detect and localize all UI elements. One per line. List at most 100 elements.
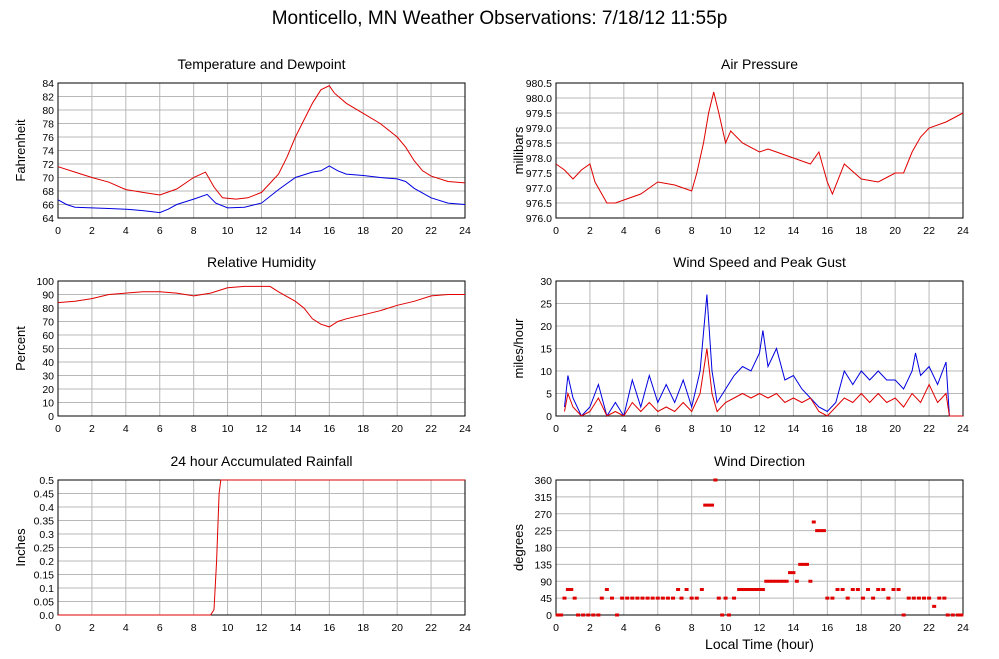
x-tick-label: 2 (587, 622, 593, 634)
y-tick-label: 225 (534, 526, 552, 538)
data-point (699, 588, 704, 591)
x-tick-label: 24 (957, 622, 969, 634)
series-line-red (57, 285, 465, 328)
data-point (808, 579, 813, 583)
data-point (767, 579, 772, 583)
data-point (737, 588, 742, 591)
data-point (881, 588, 886, 591)
data-point (945, 613, 950, 617)
y-tick-label: 270 (534, 509, 552, 521)
data-point (716, 596, 721, 600)
data-point (906, 596, 911, 600)
data-point (815, 529, 820, 533)
data-point (777, 579, 782, 583)
y-tick-label: 0.25 (34, 543, 55, 555)
y-tick-label: 0.5 (39, 475, 54, 487)
data-point (855, 588, 860, 591)
data-point (781, 579, 786, 583)
y-tick-label: 74 (42, 146, 54, 158)
x-tick-label: 10 (222, 225, 234, 237)
x-tick-label: 16 (821, 622, 833, 634)
data-point (932, 604, 937, 608)
y-tick-label: 0.3 (39, 529, 54, 541)
plot-frame (57, 82, 466, 219)
x-tick-label: 18 (357, 225, 369, 237)
x-tick-label: 8 (191, 423, 197, 435)
x-tick-label: 14 (788, 423, 800, 435)
data-point (596, 613, 601, 617)
y-tick-label: 5 (546, 389, 552, 401)
data-point (942, 596, 947, 600)
y-tick-label: 979.5 (526, 108, 552, 120)
data-point (555, 613, 560, 617)
x-tick-label: 14 (290, 622, 302, 634)
series-line-blue (564, 294, 963, 418)
y-tick-label: 80 (42, 303, 54, 315)
data-point (871, 596, 876, 600)
data-point (845, 596, 850, 600)
y-tick-label: 66 (42, 200, 54, 212)
y-tick-label: 180 (534, 543, 552, 555)
data-point (740, 588, 745, 591)
y-tick-label: 978.0 (526, 153, 552, 165)
y-tick-label: 40 (42, 357, 54, 369)
x-tick-label: 24 (957, 423, 969, 435)
y-tick-label: 980.5 (526, 78, 552, 90)
x-tick-label: 10 (720, 423, 732, 435)
data-point (891, 588, 896, 591)
data-point (950, 613, 955, 617)
y-axis-label: millibars (511, 126, 526, 174)
data-point (760, 588, 765, 591)
chart-4: 24 hour Accumulated Rainfall0.00.050.10.… (13, 453, 471, 634)
x-tick-label: 16 (323, 622, 335, 634)
y-tick-label: 0 (546, 610, 552, 622)
data-point (640, 596, 645, 600)
data-point (788, 571, 793, 575)
x-tick-label: 2 (587, 225, 593, 237)
data-point (801, 562, 806, 566)
y-tick-label: 30 (540, 276, 552, 288)
y-tick-label: 0.15 (34, 570, 55, 582)
x-tick-label: 10 (222, 423, 234, 435)
x-tick-label: 16 (821, 423, 833, 435)
y-tick-label: 80 (42, 105, 54, 117)
data-point (591, 613, 596, 617)
plot-frame (57, 280, 466, 417)
data-point (798, 562, 803, 566)
data-point (732, 596, 737, 600)
x-tick-label: 22 (425, 225, 437, 237)
data-point (671, 596, 676, 600)
x-tick-label: 0 (553, 225, 559, 237)
y-tick-label: 78 (42, 119, 54, 131)
x-tick-label: 16 (323, 423, 335, 435)
y-tick-label: 45 (540, 593, 552, 605)
x-tick-label: 12 (754, 225, 766, 237)
y-tick-label: 10 (42, 398, 54, 410)
data-point (886, 596, 891, 600)
data-point (750, 588, 755, 591)
data-point (569, 588, 574, 591)
x-tick-label: 12 (754, 622, 766, 634)
x-tick-label: 10 (720, 225, 732, 237)
x-tick-label: 18 (357, 423, 369, 435)
data-point (771, 579, 776, 583)
x-tick-label: 2 (89, 622, 95, 634)
y-tick-label: 25 (540, 299, 552, 311)
data-point (747, 588, 752, 591)
data-point (850, 588, 855, 591)
x-tick-label: 18 (855, 622, 867, 634)
data-point (811, 520, 816, 524)
x-tick-label: 22 (923, 622, 935, 634)
data-point (572, 596, 577, 600)
data-point (604, 588, 609, 591)
data-point (825, 596, 830, 600)
x-tick-label: 18 (357, 622, 369, 634)
y-tick-label: 979.0 (526, 123, 552, 135)
x-tick-label: 8 (689, 423, 695, 435)
data-point (660, 596, 665, 600)
data-point (754, 588, 759, 591)
y-axis-label: degrees (511, 524, 526, 571)
data-point (921, 596, 926, 600)
y-tick-label: 976.0 (526, 213, 552, 225)
y-tick-label: 360 (534, 475, 552, 487)
